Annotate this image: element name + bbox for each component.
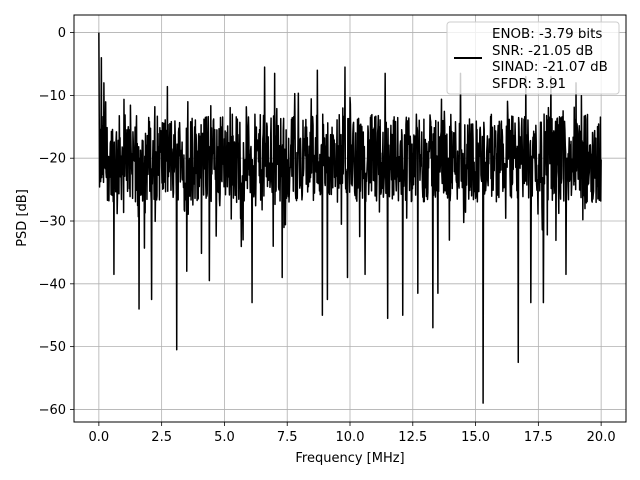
legend-enob-text: ENOB: -3.79 bits <box>492 27 602 42</box>
y-tick-label: 0 <box>58 26 66 41</box>
y-tick-label: −40 <box>39 277 66 292</box>
y-tick-label: −30 <box>39 215 66 230</box>
x-tick-label: 5.0 <box>214 430 235 445</box>
y-tick-label: −50 <box>39 340 66 355</box>
legend-sfdr-text: SFDR: 3.91 <box>492 77 566 92</box>
legend-snr-text: SNR: -21.05 dB <box>492 44 593 59</box>
y-axis-label: PSD [dB] <box>15 189 30 247</box>
y-axis-ticks: 0 −10 −20 −30 −40 −50 −60 <box>39 26 74 418</box>
x-tick-label: 20.0 <box>587 430 616 445</box>
x-tick-label: 0.0 <box>89 430 110 445</box>
y-tick-label: −10 <box>39 89 66 104</box>
y-tick-label: −20 <box>39 152 66 167</box>
legend-sinad-text: SINAD: -21.07 dB <box>492 60 608 75</box>
psd-series-line <box>98 32 602 404</box>
legend-box <box>446 21 620 95</box>
x-tick-label: 10.0 <box>336 430 365 445</box>
x-tick-label: 12.5 <box>398 430 427 445</box>
legend: ENOB: -3.79 bits SNR: -21.05 dB SINAD: -… <box>446 21 620 95</box>
x-tick-label: 15.0 <box>461 430 490 445</box>
x-tick-label: 7.5 <box>277 430 298 445</box>
y-tick-label: −60 <box>39 403 66 418</box>
plot-area <box>98 32 602 404</box>
x-axis-ticks: 0.0 2.5 5.0 7.5 10.0 12.5 15.0 17.5 20.0 <box>89 422 616 445</box>
x-tick-label: 2.5 <box>151 430 172 445</box>
x-tick-label: 17.5 <box>524 430 553 445</box>
x-axis-label: Frequency [MHz] <box>295 451 404 466</box>
